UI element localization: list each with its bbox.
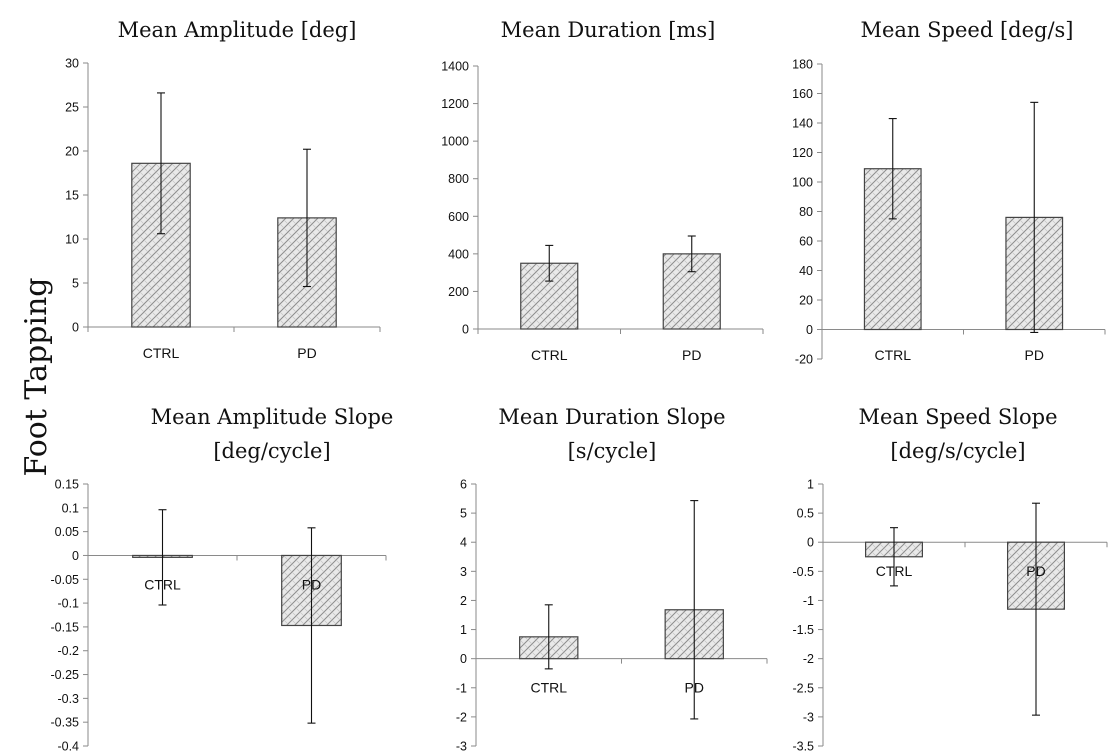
y-tick-label: 160 — [792, 87, 813, 101]
category-label-ctrl: CTRL — [143, 345, 180, 361]
chart-title: Mean Speed [deg/s] — [860, 18, 1073, 42]
category-label-pd: PD — [1025, 347, 1044, 363]
y-tick-label: 0 — [72, 549, 79, 563]
category-label-ctrl: CTRL — [144, 576, 181, 592]
category-label-ctrl: CTRL — [876, 563, 913, 579]
chart-title: [s/cycle] — [568, 439, 657, 463]
y-tick-label: -1.5 — [792, 623, 814, 637]
chart-panel-2: Mean Duration [ms] 0 200 400 600 800 1000 1200 1… — [441, 18, 764, 363]
category-label-pd: PD — [1026, 563, 1045, 579]
y-tick-label: 0 — [72, 321, 79, 335]
y-tick-label: 0.5 — [797, 507, 814, 521]
y-tick-label: -0.3 — [57, 692, 79, 706]
y-tick-label: 2 — [460, 594, 467, 608]
y-tick-label: -2.5 — [792, 681, 814, 695]
y-tick-label: 1 — [807, 478, 814, 492]
y-tick-label: 140 — [792, 117, 813, 131]
y-tick-label: 3 — [460, 565, 467, 579]
y-tick-label: 0 — [462, 323, 469, 337]
chart-panel-5: Mean Duration Slope [s/cycle] -3 -2 -1 0 1 2 3 4 5… — [456, 405, 768, 754]
y-tick-label: -3.5 — [792, 740, 814, 754]
y-tick-label: 120 — [792, 146, 813, 160]
y-tick-label: -1 — [456, 681, 467, 695]
y-tick-label: 5 — [72, 277, 79, 291]
chart-panel-4: Mean Amplitude Slope [deg/cycle] -0.4 -0.35… — [51, 405, 394, 754]
category-label-pd: PD — [685, 680, 704, 696]
category-label-ctrl: CTRL — [530, 680, 567, 696]
y-tick-label: -0.1 — [57, 597, 79, 611]
y-tick-label: 600 — [448, 210, 469, 224]
chart-title: Mean Amplitude [deg] — [118, 18, 357, 42]
category-label-ctrl: CTRL — [531, 347, 568, 363]
y-tick-label: 0 — [807, 536, 814, 550]
chart-title: [deg/cycle] — [213, 439, 330, 463]
y-tick-label: 20 — [65, 145, 79, 159]
y-tick-label: 25 — [65, 101, 79, 115]
chart-title: [deg/s/cycle] — [890, 439, 1025, 463]
y-tick-label: -3 — [456, 740, 467, 754]
y-tick-label: 180 — [792, 58, 813, 72]
chart-title: Mean Amplitude Slope — [151, 405, 394, 429]
y-tick-label: -0.35 — [51, 716, 80, 730]
y-tick-label: -20 — [795, 353, 813, 367]
y-tick-label: 0 — [460, 652, 467, 666]
y-tick-label: 0.15 — [55, 478, 79, 492]
y-tick-label: 60 — [799, 235, 813, 249]
y-tick-label: 80 — [799, 205, 813, 219]
y-tick-label: -0.5 — [792, 565, 814, 579]
y-tick-label: 4 — [460, 536, 467, 550]
y-tick-label: -2 — [456, 710, 467, 724]
y-tick-label: 400 — [448, 247, 469, 261]
y-tick-label: -1 — [803, 594, 814, 608]
category-label-pd: PD — [302, 576, 321, 592]
y-tick-label: 200 — [448, 285, 469, 299]
y-tick-label: 20 — [799, 294, 813, 308]
y-tick-label: -0.4 — [57, 740, 79, 754]
y-tick-label: 10 — [65, 233, 79, 247]
y-tick-label: 1400 — [441, 60, 469, 74]
y-tick-label: 15 — [65, 189, 79, 203]
chart-title: Mean Speed Slope — [858, 405, 1057, 429]
category-label-pd: PD — [682, 347, 701, 363]
y-tick-label: 5 — [460, 507, 467, 521]
y-tick-label: 40 — [799, 264, 813, 278]
chart-title: Mean Duration Slope — [498, 405, 725, 429]
category-label-ctrl: CTRL — [874, 347, 911, 363]
y-tick-label: 0.1 — [62, 501, 79, 515]
y-tick-label: -0.05 — [51, 573, 80, 587]
row-label-foot-tapping: Foot Tapping — [19, 278, 54, 477]
y-tick-label: 0 — [806, 323, 813, 337]
chart-panel-3: Mean Speed [deg/s] -20 0 20 40 60 80 100 120 140 1… — [792, 18, 1106, 367]
y-tick-label: 30 — [65, 57, 79, 71]
y-tick-label: -0.15 — [51, 620, 80, 634]
y-tick-label: -0.2 — [57, 644, 79, 658]
y-tick-label: -3 — [803, 710, 814, 724]
y-tick-label: 1000 — [441, 135, 469, 149]
chart-title: Mean Duration [ms] — [501, 18, 716, 42]
y-tick-label: -0.25 — [51, 668, 80, 682]
y-tick-label: 800 — [448, 172, 469, 186]
chart-panel-6: Mean Speed Slope [deg/s/cycle] -3.5 -3 -2.5 -… — [792, 405, 1108, 754]
y-tick-label: 1200 — [441, 97, 469, 111]
chart-panel-1: Mean Amplitude [deg] 0 5 10 15 20 25 30 CTRL PD — [65, 18, 381, 361]
y-tick-label: 6 — [460, 478, 467, 492]
y-tick-label: 100 — [792, 176, 813, 190]
y-tick-label: 0.05 — [55, 525, 79, 539]
category-label-pd: PD — [297, 345, 316, 361]
y-tick-label: -2 — [803, 652, 814, 666]
y-tick-label: 1 — [460, 623, 467, 637]
